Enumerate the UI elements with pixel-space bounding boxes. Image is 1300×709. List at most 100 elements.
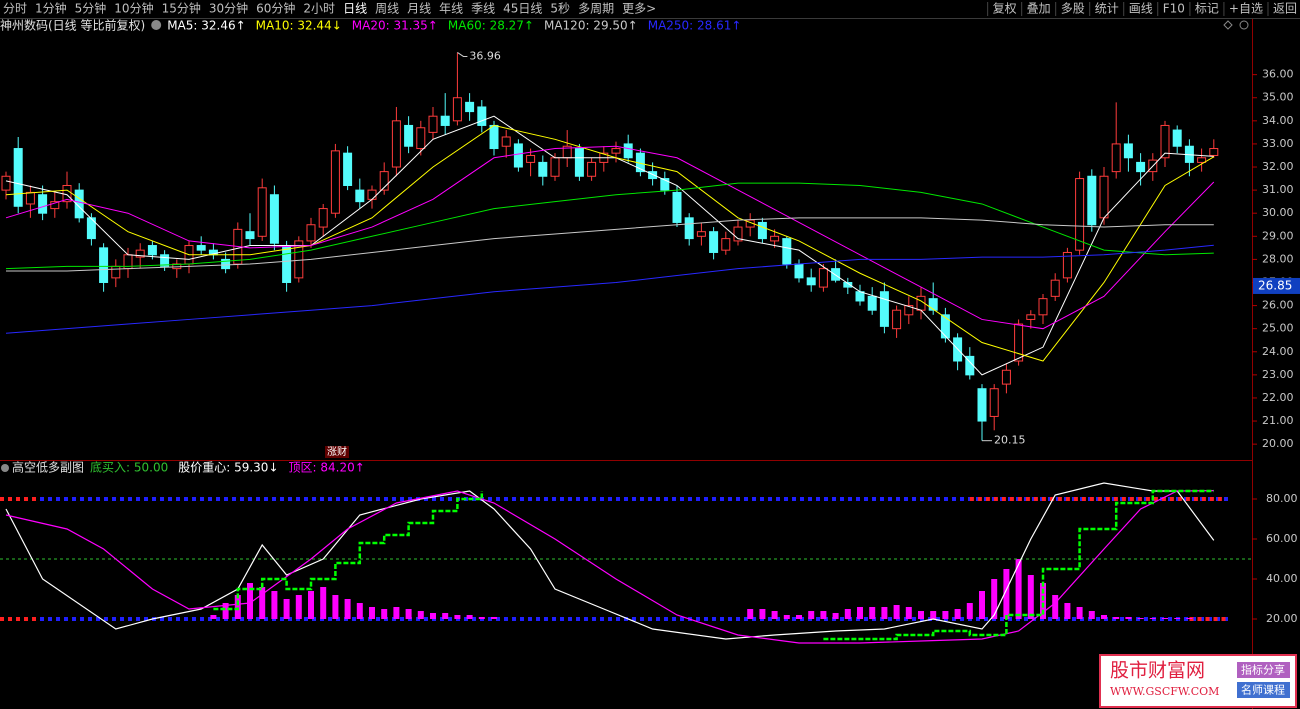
histogram-bar [210, 615, 217, 619]
candle-body [428, 115, 438, 133]
candle-body [940, 314, 950, 339]
indicator-title: 高空低多副图 [12, 460, 84, 475]
candle-body [904, 305, 914, 316]
histogram-bar [966, 603, 973, 619]
toolbar-button[interactable]: 叠加 [1027, 2, 1051, 16]
toolbar-button[interactable]: +自选 [1229, 2, 1263, 16]
toolbar-tab[interactable]: 年线 [439, 2, 463, 16]
candle-body [782, 238, 792, 265]
toolbar-tab[interactable]: 季线 [471, 2, 495, 16]
histogram-bar [796, 615, 802, 619]
toolbar-button[interactable]: F10 [1163, 2, 1185, 16]
candle-body [1014, 323, 1024, 362]
settings-icon[interactable] [1, 464, 9, 472]
candle-body [538, 161, 548, 177]
legend-entry: MA60: 28.27↑ [448, 19, 534, 33]
toolbar-tab[interactable]: 5分钟 [75, 1, 107, 16]
y-tick-label: 20.00 [1266, 612, 1298, 625]
toolbar-tab[interactable]: 1分钟 [35, 1, 67, 16]
histogram-bar [356, 603, 363, 619]
histogram-bar [283, 599, 290, 619]
candle-body [343, 152, 353, 186]
histogram-bar [454, 615, 461, 619]
histogram-bar [1101, 615, 1107, 619]
histogram-bar [820, 611, 827, 619]
toolbar-tab[interactable]: 月线 [407, 2, 431, 16]
candle-body [757, 221, 767, 240]
candle-body [416, 127, 426, 150]
y-tick-label: 25.00 [1262, 322, 1294, 335]
histogram-bar [1113, 617, 1120, 619]
candle-body [404, 124, 414, 147]
histogram-bar [1162, 618, 1168, 619]
legend-entry: 股价重心: 59.30↓ [178, 461, 278, 475]
moving-average [5, 182, 1214, 270]
toolbar-tab[interactable]: 15分钟 [162, 1, 201, 16]
price-box [1253, 277, 1300, 294]
candle-body [196, 245, 206, 251]
candle-body [99, 247, 109, 283]
toolbar-button[interactable]: 返回 [1273, 2, 1297, 16]
legend-entry: 顶区: 84.20↑ [289, 461, 365, 475]
watermark-tag: 名师课程 [1241, 683, 1285, 697]
toolbar-button[interactable]: 标记 [1195, 2, 1219, 16]
candle-body [879, 291, 889, 327]
histogram-bar [222, 603, 229, 619]
histogram-bar [393, 607, 400, 619]
toolbar-tab[interactable]: 更多> [622, 2, 656, 16]
candle-body [684, 217, 694, 240]
toolbar-tab[interactable]: 周线 [375, 2, 399, 16]
histogram-bar [417, 611, 424, 619]
candle-body [1001, 369, 1011, 385]
toolbar-tab[interactable]: 多周期 [578, 2, 614, 16]
candle-body [50, 201, 60, 210]
candle-body [1136, 161, 1146, 173]
toolbar-tab[interactable]: 日线 [343, 2, 367, 16]
histogram-bar [905, 607, 912, 619]
toolbar-button[interactable]: 复权 [993, 2, 1017, 16]
candle-body [391, 120, 401, 168]
toolbar-tab[interactable]: 60分钟 [256, 1, 295, 16]
legend-entry: 底买入: 50.00 [90, 460, 168, 475]
price-label: 26.85 [1258, 278, 1292, 292]
legend-entry: MA20: 31.35↑ [352, 19, 438, 33]
toolbar-tab[interactable]: 45日线 [503, 2, 542, 16]
candle-body [13, 148, 23, 207]
histogram-bar [271, 591, 278, 619]
candle-body [74, 189, 84, 219]
candle-body [989, 388, 999, 417]
toolbar-tab[interactable]: 30分钟 [209, 1, 248, 16]
y-tick-label: 34.00 [1262, 114, 1294, 127]
toolbar-tab[interactable]: 10分钟 [114, 1, 153, 16]
legend-entry: MA250: 28.61↑ [648, 19, 742, 33]
candle-body [1075, 178, 1085, 251]
candle-body [147, 245, 157, 256]
toolbar-button[interactable]: 画线 [1129, 2, 1153, 16]
candle-body [550, 157, 560, 177]
settings-icon[interactable] [151, 20, 162, 30]
toolbar-tab[interactable]: 5秒 [550, 2, 570, 16]
indicator-line [5, 482, 1215, 640]
candle-body [38, 194, 48, 214]
candle-body [25, 191, 35, 205]
histogram-bar [930, 611, 937, 619]
legend-entry: MA120: 29.50↑ [544, 19, 638, 33]
candle-body [1209, 148, 1219, 156]
diamond-icon[interactable] [1223, 20, 1233, 30]
y-tick-label: 32.00 [1262, 160, 1294, 173]
toolbar-button[interactable]: 多股 [1061, 2, 1085, 16]
candle-body [1111, 143, 1121, 173]
histogram-bar [832, 613, 839, 619]
histogram-bar [881, 607, 888, 619]
y-tick-label: 23.00 [1262, 368, 1294, 381]
toolbar-tab[interactable]: 分时 [3, 2, 27, 16]
circle-icon[interactable] [1239, 20, 1249, 30]
histogram-bar [954, 609, 961, 619]
toolbar-tab[interactable]: 2小时 [303, 2, 335, 16]
toolbar-button[interactable]: 统计 [1095, 2, 1119, 16]
histogram-bar [1174, 618, 1181, 619]
y-tick-label: 36.00 [1262, 68, 1294, 81]
y-tick-label: 22.00 [1262, 391, 1294, 404]
histogram-bar [1149, 618, 1156, 619]
